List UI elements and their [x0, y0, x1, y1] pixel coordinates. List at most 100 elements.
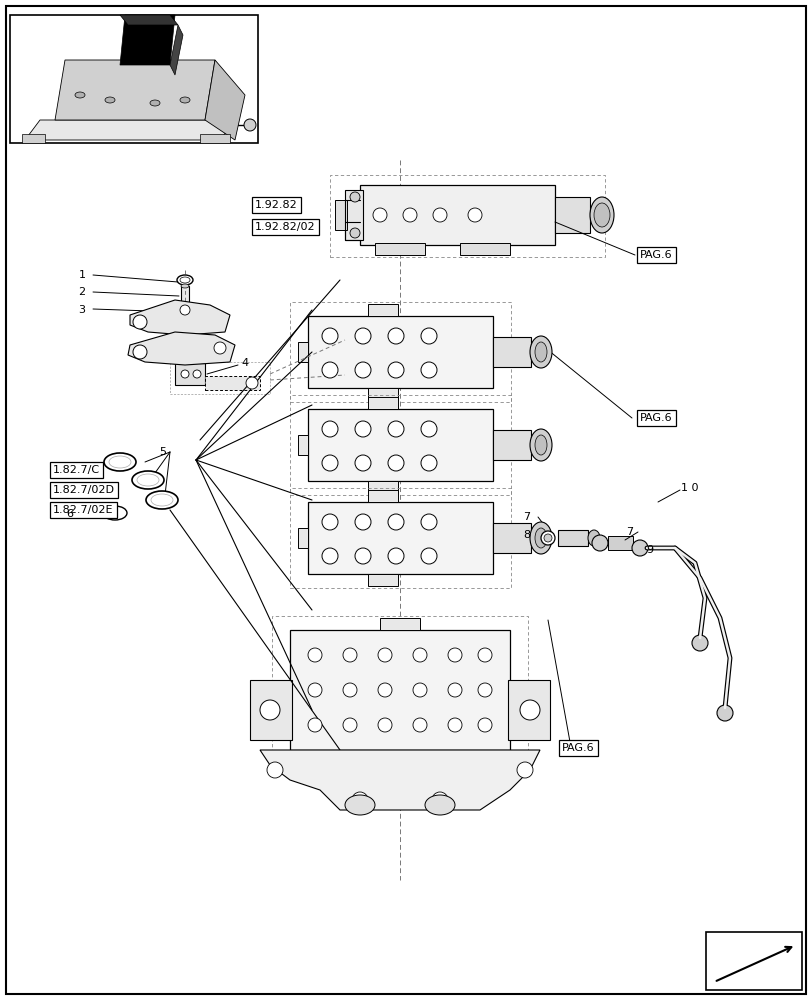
Ellipse shape: [534, 528, 547, 548]
Ellipse shape: [534, 435, 547, 455]
Bar: [307, 409, 492, 481]
Ellipse shape: [103, 506, 127, 520]
Bar: [307, 502, 492, 574]
Polygon shape: [260, 750, 539, 810]
Circle shape: [478, 648, 491, 662]
Circle shape: [517, 762, 532, 778]
Text: 6: 6: [67, 509, 74, 519]
Polygon shape: [128, 332, 234, 365]
Circle shape: [350, 192, 359, 202]
Text: 5: 5: [159, 447, 166, 457]
Circle shape: [448, 718, 461, 732]
Circle shape: [214, 342, 225, 354]
Bar: [181, 286, 189, 304]
Circle shape: [420, 455, 436, 471]
Circle shape: [413, 648, 427, 662]
Circle shape: [133, 315, 147, 329]
Ellipse shape: [105, 97, 115, 103]
Ellipse shape: [530, 336, 551, 368]
Text: 8: 8: [523, 530, 530, 540]
Ellipse shape: [180, 277, 190, 283]
Bar: [298, 342, 307, 362]
Circle shape: [307, 683, 322, 697]
Bar: [169, 362, 270, 394]
Bar: [250, 680, 292, 740]
Bar: [557, 530, 587, 546]
Circle shape: [322, 455, 337, 471]
Circle shape: [354, 421, 371, 437]
Ellipse shape: [104, 453, 135, 471]
Circle shape: [350, 228, 359, 238]
Text: 3: 3: [79, 305, 85, 315]
Circle shape: [631, 540, 647, 556]
Circle shape: [354, 328, 371, 344]
Ellipse shape: [146, 491, 178, 509]
Circle shape: [342, 718, 357, 732]
Bar: [290, 488, 510, 588]
Ellipse shape: [177, 275, 193, 285]
Polygon shape: [25, 120, 234, 140]
Circle shape: [354, 548, 371, 564]
Text: PAG.6: PAG.6: [639, 413, 672, 423]
Circle shape: [307, 648, 322, 662]
Bar: [367, 397, 397, 409]
Circle shape: [420, 421, 436, 437]
Text: 1.82.7/C: 1.82.7/C: [53, 465, 100, 475]
Circle shape: [716, 705, 732, 721]
Circle shape: [420, 362, 436, 378]
Circle shape: [413, 718, 427, 732]
Ellipse shape: [75, 92, 85, 98]
Polygon shape: [169, 25, 182, 75]
Ellipse shape: [151, 494, 173, 506]
Text: 4: 4: [241, 358, 248, 368]
Circle shape: [543, 534, 551, 542]
Circle shape: [388, 362, 404, 378]
Bar: [345, 190, 363, 240]
Polygon shape: [55, 60, 215, 120]
Polygon shape: [120, 15, 178, 25]
Ellipse shape: [590, 197, 613, 233]
Polygon shape: [200, 134, 230, 143]
Bar: [380, 618, 419, 630]
Circle shape: [246, 377, 258, 389]
Circle shape: [431, 792, 448, 808]
Circle shape: [591, 535, 607, 551]
Bar: [298, 528, 307, 548]
Ellipse shape: [587, 530, 599, 546]
Bar: [508, 680, 549, 740]
Circle shape: [181, 370, 189, 378]
Circle shape: [413, 683, 427, 697]
Text: 1 0: 1 0: [680, 483, 698, 493]
Circle shape: [432, 208, 446, 222]
Circle shape: [267, 762, 283, 778]
Circle shape: [420, 548, 436, 564]
Circle shape: [388, 421, 404, 437]
Bar: [307, 316, 492, 388]
Ellipse shape: [150, 100, 160, 106]
Bar: [290, 302, 510, 402]
Text: 1.92.82/02: 1.92.82/02: [255, 222, 315, 232]
Circle shape: [322, 421, 337, 437]
Ellipse shape: [594, 203, 609, 227]
Circle shape: [388, 455, 404, 471]
Text: 9: 9: [646, 545, 653, 555]
Bar: [10, 15, 258, 143]
Circle shape: [691, 635, 707, 651]
Polygon shape: [130, 300, 230, 335]
Bar: [272, 616, 527, 764]
Bar: [335, 200, 346, 230]
Polygon shape: [22, 134, 45, 143]
Circle shape: [322, 328, 337, 344]
Bar: [329, 175, 604, 257]
Text: 7: 7: [523, 512, 530, 522]
Ellipse shape: [181, 284, 189, 288]
Bar: [460, 243, 509, 255]
Circle shape: [133, 345, 147, 359]
Circle shape: [519, 700, 539, 720]
Ellipse shape: [181, 302, 189, 306]
Circle shape: [322, 362, 337, 378]
Bar: [492, 337, 530, 367]
Ellipse shape: [137, 474, 159, 486]
Ellipse shape: [109, 456, 131, 468]
Text: 1.82.7/02E: 1.82.7/02E: [53, 505, 114, 515]
